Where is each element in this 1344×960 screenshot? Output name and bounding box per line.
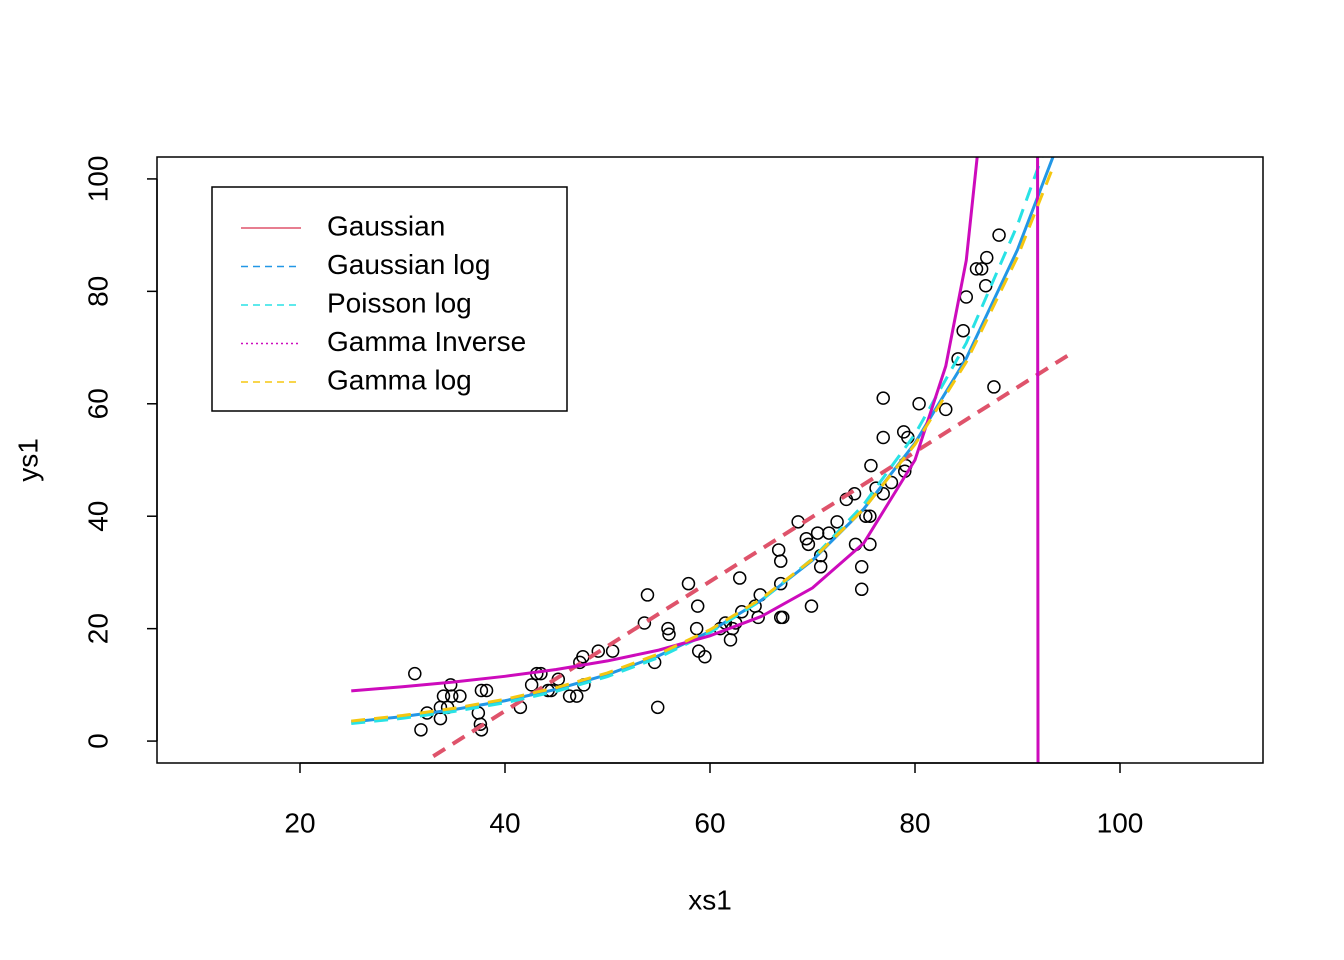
data-point [562, 689, 577, 703]
x-tick-label: 40 [489, 807, 520, 838]
data-point [799, 531, 814, 546]
data-point [473, 717, 488, 731]
data-point [650, 700, 665, 715]
data-point [951, 352, 965, 366]
data-point [453, 689, 467, 703]
data-point [479, 683, 494, 698]
data-point [773, 576, 788, 591]
data-point [863, 509, 877, 523]
data-point [662, 627, 676, 642]
data-point [773, 554, 788, 568]
legend-box [211, 186, 568, 412]
legend-label: Gaussian [327, 210, 445, 241]
fit-line [432, 353, 1070, 758]
data-point [751, 610, 765, 625]
data-point [474, 683, 489, 698]
data-point [804, 599, 819, 613]
fit-line [351, 165, 1055, 723]
fit-line [351, 157, 1044, 725]
data-point [661, 621, 675, 636]
data-point [640, 588, 655, 602]
y-tick-label: 60 [82, 388, 113, 419]
data-point [408, 666, 422, 681]
data-point [637, 616, 652, 630]
data-point [876, 391, 890, 405]
data-point [813, 560, 828, 574]
data-point [830, 515, 844, 529]
data-point [776, 610, 790, 625]
legend-label: Gamma log [327, 364, 472, 395]
data-point [876, 430, 890, 445]
y-tick-label: 0 [82, 733, 113, 749]
legend: Gaussian Gaussian log Poisson log Gamma Inv… [211, 186, 568, 412]
data-point [732, 571, 747, 585]
data-point [414, 723, 428, 737]
legend-label: Poisson log [327, 287, 472, 318]
data-point [859, 509, 873, 523]
x-tick-label: 100 [1097, 807, 1144, 838]
data-point [864, 458, 878, 473]
data-point [569, 689, 584, 703]
data-point [939, 402, 953, 417]
data-point [681, 576, 696, 591]
data-point [690, 599, 705, 613]
x-tick-label: 60 [694, 807, 725, 838]
data-point [992, 228, 1006, 242]
x-tick-label: 80 [899, 807, 930, 838]
data-point [524, 678, 539, 692]
y-axis-label: ys1 [12, 438, 43, 482]
data-point [969, 262, 984, 276]
y-tick-label: 80 [82, 276, 113, 307]
fit-line [351, 157, 1040, 763]
y-tick-label: 100 [82, 156, 113, 203]
data-point [591, 644, 606, 658]
data-point [974, 262, 989, 276]
x-axis-label: xs1 [688, 884, 732, 915]
data-point [956, 323, 970, 338]
y-tick-label: 40 [82, 501, 113, 532]
data-point [444, 689, 459, 703]
data-point [854, 560, 869, 574]
y-tick-label: 20 [82, 613, 113, 644]
data-point [912, 397, 926, 411]
plot-area [351, 157, 1070, 763]
data-point [735, 605, 749, 619]
data-point [854, 582, 869, 597]
data-point [980, 250, 994, 265]
legend-label: Gaussian log [327, 249, 490, 280]
data-point [801, 537, 816, 552]
data-point [698, 650, 712, 664]
legend-label: Gamma Inverse [327, 326, 526, 357]
x-tick-label: 20 [284, 807, 315, 838]
data-point [987, 380, 1001, 394]
